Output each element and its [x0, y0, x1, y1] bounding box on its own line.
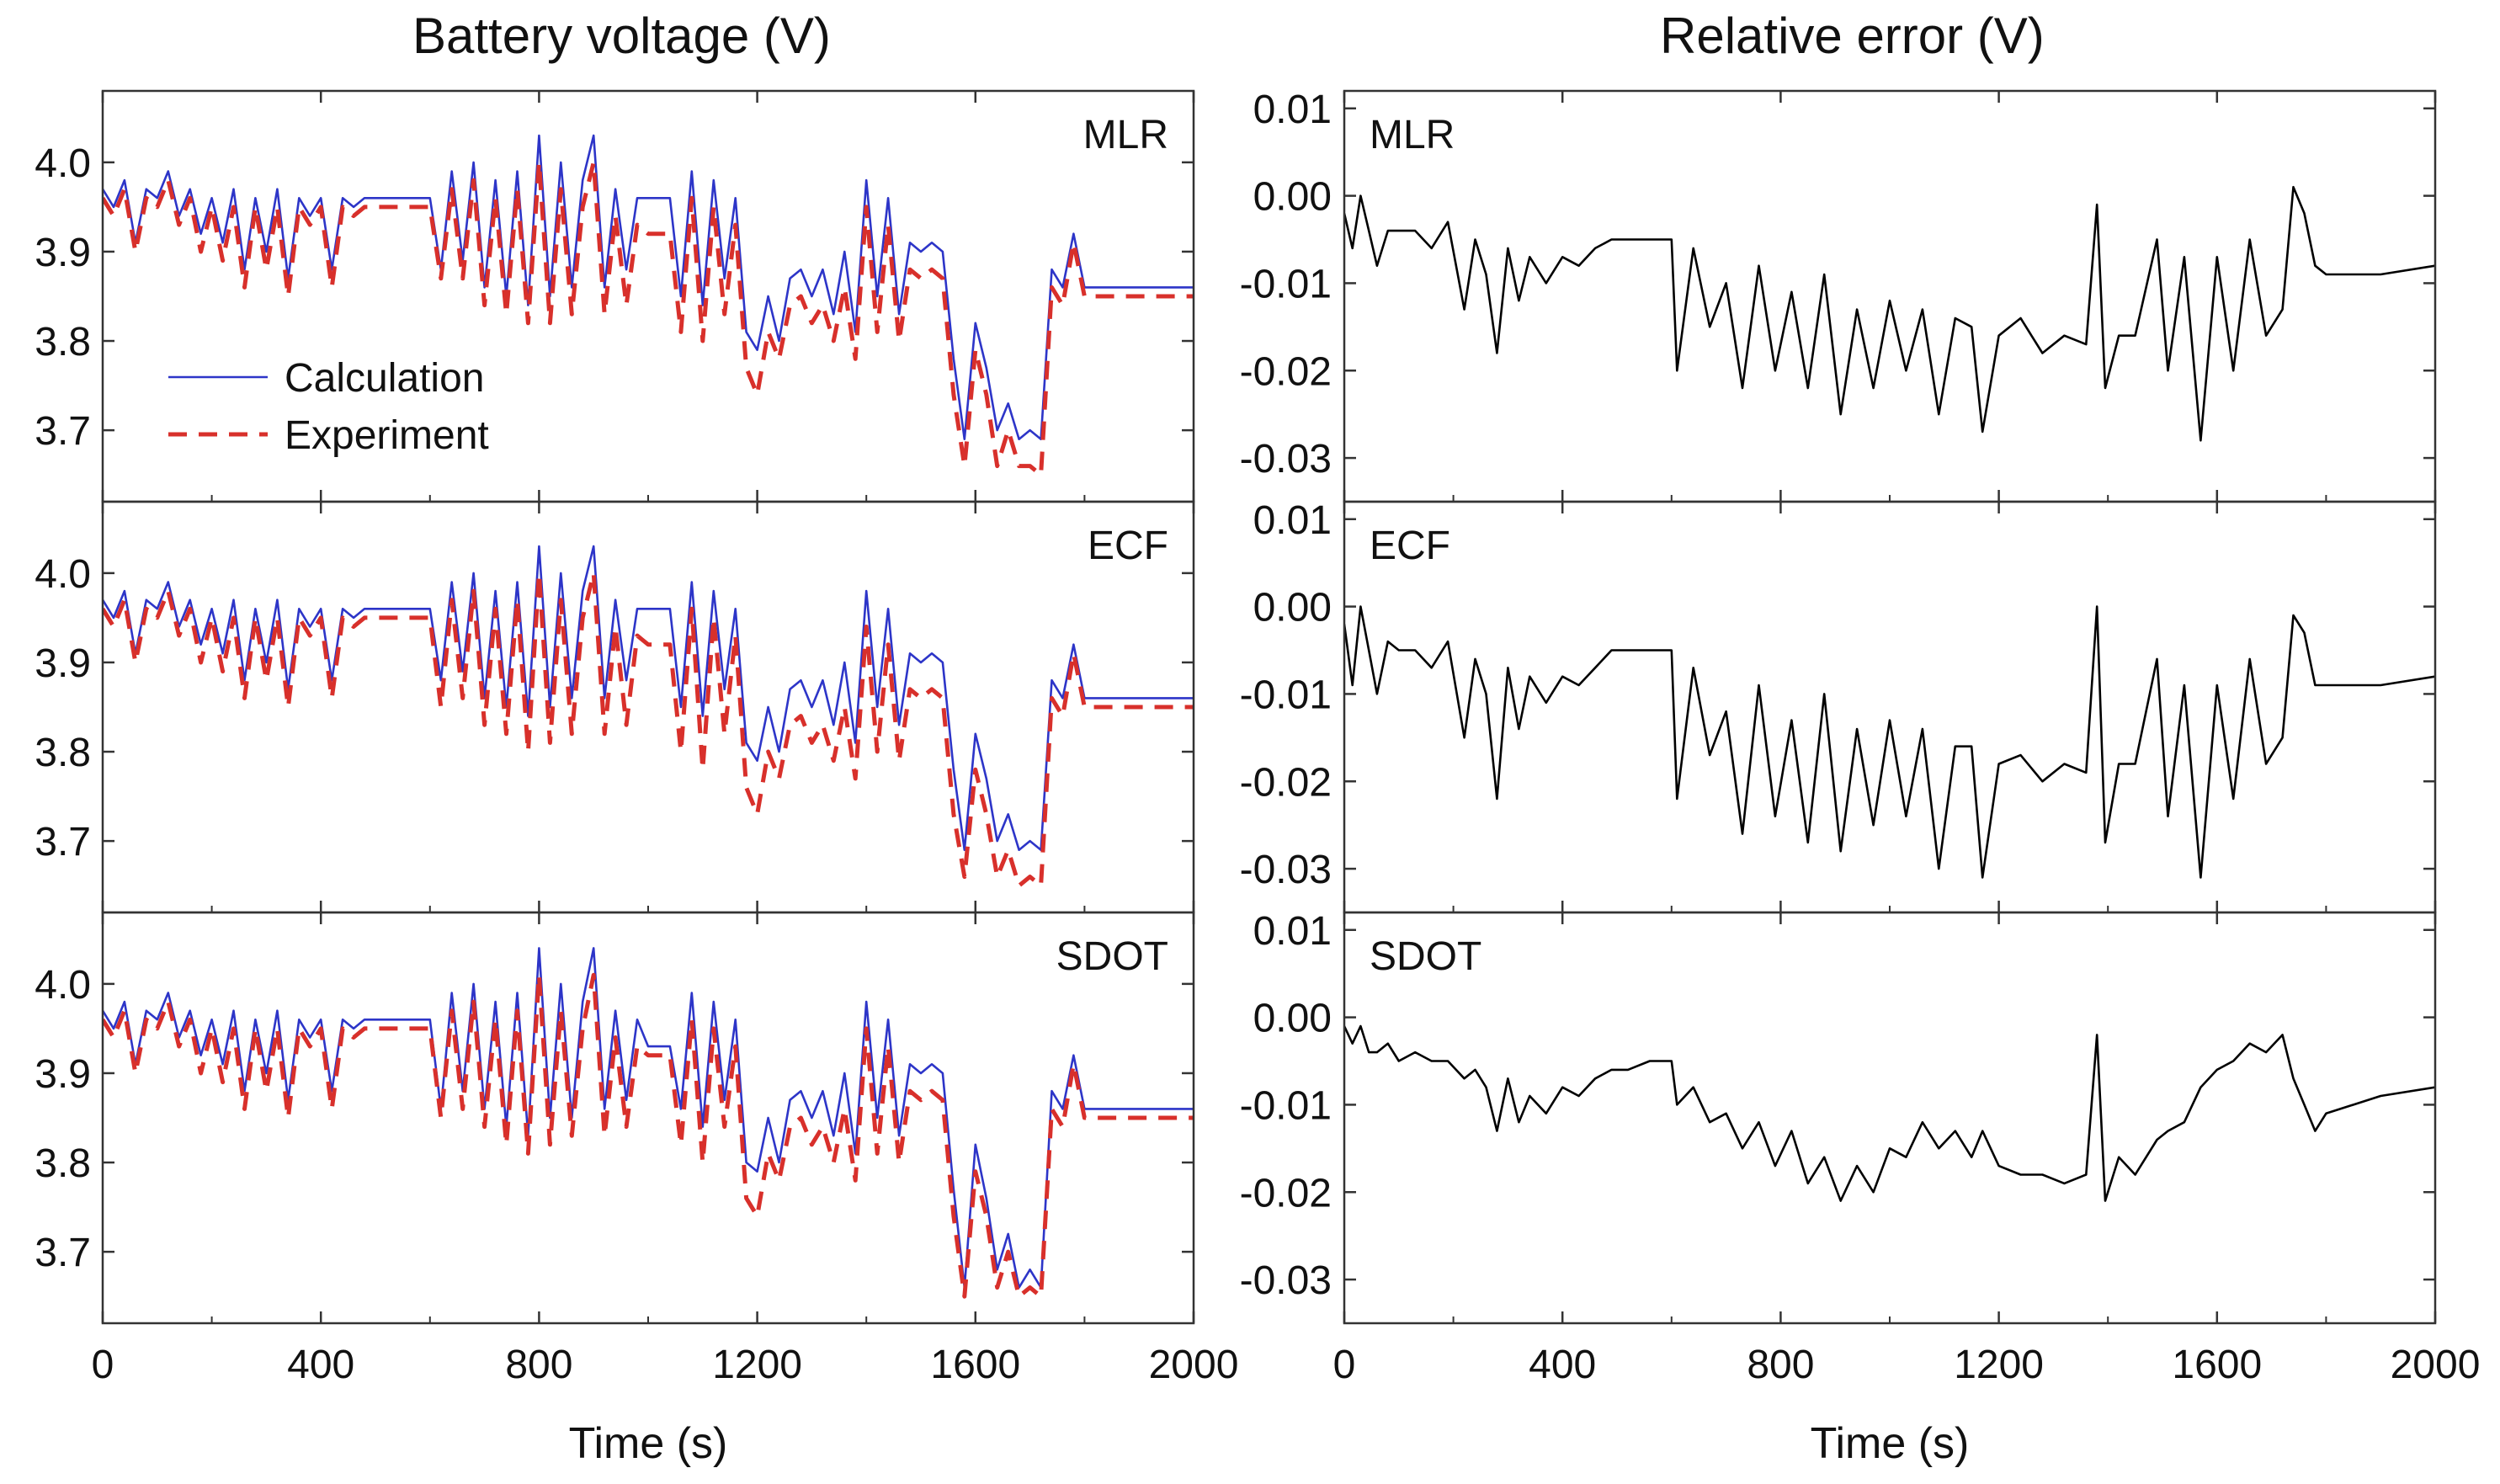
y-tick-label: 4.0 [35, 141, 91, 186]
panel-sdot: 3.7 3.8 3.9 4.0 SDOT [35, 911, 1195, 1325]
series-line-experiment [103, 571, 1194, 888]
x-tick-label: 1200 [1954, 1343, 2044, 1387]
y-tick-label: -0.02 [1240, 349, 1332, 394]
series-line-experiment [103, 160, 1194, 477]
panel-frame [101, 911, 1195, 1325]
y-tick-label: 4.0 [35, 963, 91, 1008]
y-tick-label: 0.00 [1253, 175, 1332, 220]
panel-label: SDOT [1370, 934, 1481, 979]
y-tick-label: 3.8 [35, 1141, 91, 1186]
panel-label: ECF [1088, 524, 1168, 568]
panel-mlr: 3.7 3.8 3.9 4.0 MLR [35, 89, 1195, 503]
error-column-title: Relative error (V) [1660, 8, 2045, 64]
y-tick-label: 3.9 [35, 641, 91, 686]
series-line-calculation [103, 947, 1194, 1289]
voltage-column: 3.7 3.8 3.9 4.0 MLR 3.7 3.8 3.9 4.0 ECF 3.7 3.8 3.9 4… [35, 89, 1239, 1468]
panel-frame [101, 89, 1195, 503]
x-tick-label: 1600 [2172, 1343, 2262, 1387]
y-tick-label: -0.02 [1240, 760, 1332, 805]
y-tick-label: 4.0 [35, 552, 91, 597]
x-tick-label: 400 [1529, 1343, 1596, 1387]
x-tick-label: 0 [92, 1343, 114, 1387]
series-line-relative-error [1344, 1024, 2435, 1202]
y-tick-label: 3.7 [35, 820, 91, 864]
panel-label: MLR [1370, 113, 1455, 157]
y-tick-label: -0.01 [1240, 1083, 1332, 1128]
y-tick-label: -0.01 [1240, 673, 1332, 717]
x-tick-label: 0 [1333, 1343, 1356, 1387]
x-tick-label: 2000 [1149, 1343, 1239, 1387]
y-tick-label: -0.03 [1240, 1258, 1332, 1303]
y-tick-label: -0.01 [1240, 262, 1332, 306]
series-line-calculation [103, 545, 1194, 852]
panel-mlr: -0.03 -0.02 -0.01 0.00 0.01 MLR [1240, 88, 2437, 503]
panel-ecf: -0.03 -0.02 -0.01 0.00 0.01 ECF [1240, 498, 2437, 914]
x-tick-label: 800 [505, 1343, 572, 1387]
x-tick-label: 1600 [930, 1343, 1020, 1387]
panel-frame [1343, 89, 2437, 503]
voltage-column-title: Battery voltage (V) [412, 8, 831, 64]
y-tick-label: 3.9 [35, 231, 91, 275]
y-tick-label: 0.01 [1253, 909, 1332, 954]
y-tick-label: 3.8 [35, 731, 91, 775]
series-line-relative-error [1344, 185, 2435, 442]
panel-frame [1343, 911, 2437, 1325]
error-column: -0.03-0.02-0.010.000.01MLR-0.03-0.02-0.0… [1240, 88, 2481, 1468]
series-line-relative-error [1344, 605, 2435, 879]
series-line-calculation [103, 134, 1194, 441]
x-axis-label: Time (s) [569, 1419, 728, 1468]
y-tick-label: 0.00 [1253, 586, 1332, 630]
panel-label: SDOT [1056, 934, 1168, 979]
panel-sdot: -0.03 -0.02 -0.01 0.00 0.01 SDOT [1240, 909, 2437, 1325]
panel-frame [1343, 500, 2437, 914]
panel-frame [101, 500, 1195, 914]
x-tick-label: 1200 [712, 1343, 802, 1387]
legend: Calculation Experiment [168, 356, 489, 458]
y-tick-label: -0.03 [1240, 848, 1332, 892]
x-tick-label: 2000 [2391, 1343, 2481, 1387]
legend-label-calculation: Calculation [285, 356, 484, 401]
panel-label: MLR [1083, 113, 1168, 157]
panel-ecf: 3.7 3.8 3.9 4.0 ECF [35, 500, 1195, 914]
x-tick-label: 800 [1747, 1343, 1814, 1387]
x-tick-label: 400 [287, 1343, 354, 1387]
y-tick-label: 3.9 [35, 1052, 91, 1097]
y-tick-label: 0.00 [1253, 997, 1332, 1041]
y-tick-label: 3.7 [35, 409, 91, 454]
y-tick-label: 0.01 [1253, 498, 1332, 543]
y-tick-label: 3.7 [35, 1231, 91, 1275]
x-axis-label: Time (s) [1811, 1419, 1970, 1468]
y-tick-label: -0.03 [1240, 437, 1332, 481]
y-tick-label: 3.8 [35, 320, 91, 364]
panel-label: ECF [1370, 524, 1450, 568]
y-tick-label: 0.01 [1253, 88, 1332, 132]
legend-label-experiment: Experiment [285, 413, 489, 458]
y-tick-label: -0.02 [1240, 1171, 1332, 1215]
series-line-experiment [103, 972, 1194, 1299]
